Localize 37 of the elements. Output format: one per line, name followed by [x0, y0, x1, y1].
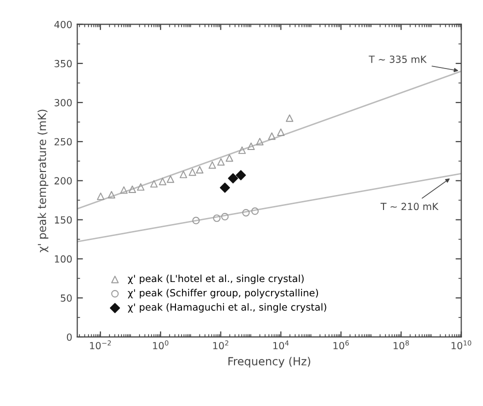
x-tick-label: 10$^{6}$	[333, 340, 349, 350]
legend-label: χ' peak (Hamaguchi et al., single crystal)	[128, 303, 326, 313]
x-tick-label: 10$^{4}$	[273, 340, 289, 350]
point	[268, 132, 276, 140]
y-tick-label: 250	[54, 138, 72, 146]
point	[150, 180, 158, 188]
annotation: T ~ 210 mK	[380, 202, 439, 210]
y-tick-label: 400	[54, 20, 72, 28]
y-axis-title: χ' peak temperature (mK)	[38, 110, 48, 252]
y-tick-label: 50	[60, 294, 72, 302]
point	[238, 146, 246, 154]
x-tick-label: 10$^{2}$	[213, 340, 228, 350]
point	[247, 142, 255, 150]
point	[256, 138, 264, 146]
point	[277, 128, 285, 136]
y-tick-label: 200	[54, 177, 72, 184]
point	[217, 158, 225, 166]
y-tick-label: 100	[54, 255, 72, 263]
x-axis-title: Frequency (Hz)	[228, 356, 310, 368]
annotation: T ~ 335 mK	[368, 56, 427, 63]
x-tick-label: 10$^{10}$	[452, 340, 472, 350]
point	[128, 186, 136, 194]
point	[188, 168, 196, 176]
point	[120, 186, 128, 194]
y-tick-label: 300	[54, 98, 72, 106]
point	[158, 178, 166, 186]
legend-label: χ' peak (Schiffer group, polycrystalline)	[128, 288, 318, 298]
point	[180, 170, 188, 178]
x-tick-label: 10$^{−2}$	[90, 340, 111, 350]
point	[208, 161, 216, 169]
y-tick-label: 150	[54, 216, 72, 224]
y-tick-label: 0	[66, 333, 72, 341]
y-tick-label: 350	[54, 60, 72, 68]
point	[286, 114, 294, 122]
x-tick-label: 10$^{8}$	[394, 340, 409, 350]
x-tick-label: 10$^{0}$	[153, 340, 168, 350]
legend-label: χ' peak (L'hotel et al., single crystal)	[128, 274, 304, 284]
